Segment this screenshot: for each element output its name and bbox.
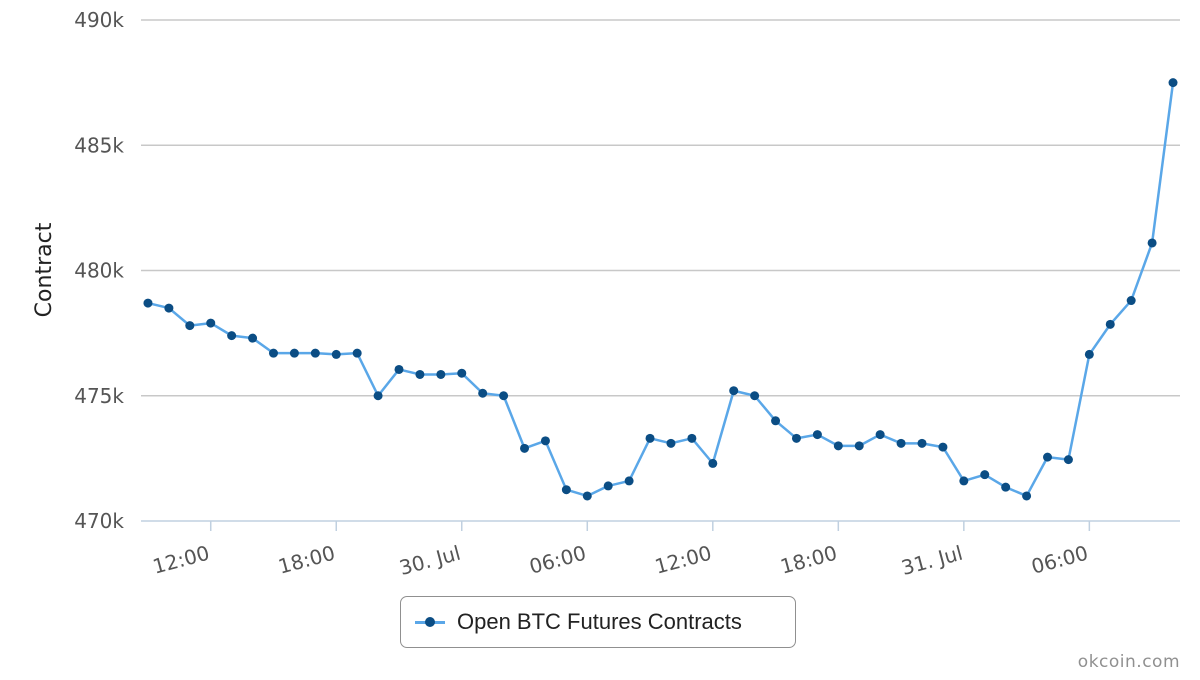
- y-tick-label: 475k: [74, 384, 124, 408]
- data-point[interactable]: [310, 348, 320, 358]
- data-point[interactable]: [603, 481, 613, 491]
- data-point[interactable]: [394, 364, 404, 374]
- y-tick-label: 480k: [74, 259, 124, 283]
- x-tick-label: 18:00: [778, 541, 840, 579]
- legend-marker-sample: [425, 617, 435, 627]
- x-tick-label: 30. Jul: [397, 541, 463, 580]
- legend[interactable]: Open BTC Futures Contracts: [400, 596, 796, 648]
- x-tick-label: 06:00: [1029, 541, 1091, 579]
- data-point[interactable]: [624, 476, 634, 486]
- data-point[interactable]: [645, 433, 655, 443]
- data-point[interactable]: [1168, 78, 1178, 88]
- data-point[interactable]: [331, 349, 341, 359]
- data-point[interactable]: [415, 369, 425, 379]
- data-point[interactable]: [938, 442, 948, 452]
- data-point[interactable]: [750, 391, 760, 401]
- credits-link[interactable]: okcoin.com: [1077, 652, 1180, 672]
- x-tick-label: 12:00: [652, 541, 714, 579]
- data-point[interactable]: [185, 321, 195, 331]
- data-point[interactable]: [687, 433, 697, 443]
- data-point[interactable]: [875, 430, 885, 440]
- data-point[interactable]: [478, 388, 488, 398]
- data-point[interactable]: [520, 443, 530, 453]
- x-tick-label: 18:00: [276, 541, 338, 579]
- data-point[interactable]: [708, 458, 718, 468]
- data-point[interactable]: [896, 438, 906, 448]
- data-point[interactable]: [289, 348, 299, 358]
- data-point[interactable]: [1063, 455, 1073, 465]
- data-point[interactable]: [1022, 491, 1032, 501]
- data-point[interactable]: [143, 298, 153, 308]
- data-point[interactable]: [164, 303, 174, 313]
- y-axis: 470k 475k 480k 485k 490k: [74, 8, 124, 533]
- data-point[interactable]: [980, 470, 990, 480]
- data-point[interactable]: [1084, 349, 1094, 359]
- x-axis: [141, 520, 1180, 531]
- data-point[interactable]: [791, 433, 801, 443]
- x-tick-label: 06:00: [527, 541, 589, 579]
- data-point[interactable]: [540, 436, 550, 446]
- data-point[interactable]: [561, 485, 571, 495]
- data-point[interactable]: [854, 441, 864, 451]
- data-point[interactable]: [666, 438, 676, 448]
- y-axis-label: Contract: [32, 222, 57, 317]
- series-open-btc-futures-contracts: [143, 78, 1178, 501]
- x-tick-label: 12:00: [150, 541, 212, 579]
- legend-label: Open BTC Futures Contracts: [457, 609, 742, 634]
- data-point[interactable]: [268, 348, 278, 358]
- data-point[interactable]: [457, 368, 467, 378]
- data-point[interactable]: [352, 348, 362, 358]
- data-point[interactable]: [227, 331, 237, 341]
- data-point[interactable]: [1001, 482, 1011, 492]
- data-point[interactable]: [1043, 452, 1053, 462]
- data-point[interactable]: [833, 441, 843, 451]
- data-point[interactable]: [373, 391, 383, 401]
- data-point[interactable]: [248, 333, 258, 343]
- data-point[interactable]: [729, 386, 739, 396]
- data-point[interactable]: [499, 391, 509, 401]
- y-tick-label: 470k: [74, 509, 124, 533]
- data-point[interactable]: [436, 369, 446, 379]
- legend-symbol-icon: [415, 612, 445, 632]
- data-point[interactable]: [959, 476, 969, 486]
- data-point[interactable]: [206, 318, 216, 328]
- data-point[interactable]: [582, 491, 592, 501]
- data-point[interactable]: [1126, 296, 1136, 306]
- x-tick-labels: 12:00 18:00 30. Jul 06:00 12:00 18:00 31. Jul 0…: [150, 541, 1091, 580]
- y-tick-label: 485k: [74, 133, 124, 157]
- data-point[interactable]: [1105, 319, 1115, 329]
- data-point[interactable]: [917, 438, 927, 448]
- data-point[interactable]: [812, 430, 822, 440]
- y-tick-label: 490k: [74, 8, 124, 32]
- data-point[interactable]: [1147, 238, 1157, 248]
- data-point[interactable]: [771, 416, 781, 426]
- x-tick-label: 31. Jul: [899, 541, 965, 580]
- gridlines: [141, 19, 1180, 397]
